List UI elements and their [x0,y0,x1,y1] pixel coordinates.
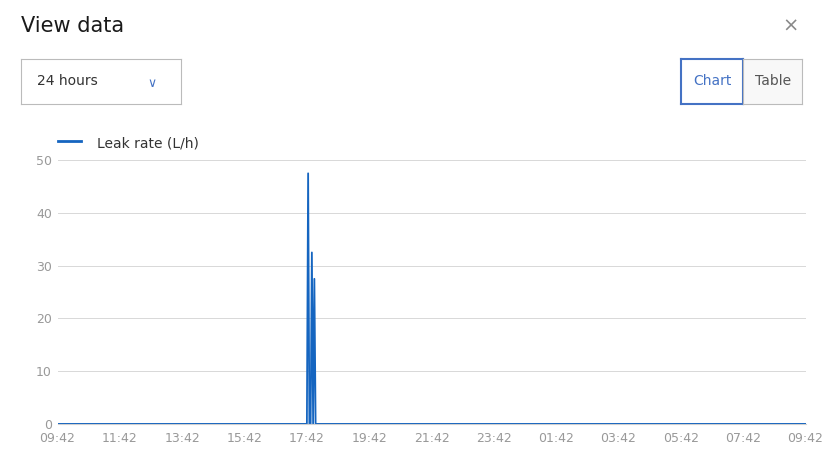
Text: ×: × [783,16,799,35]
Text: View data: View data [21,16,123,36]
Text: Chart: Chart [693,74,732,88]
Text: Leak rate (L/h): Leak rate (L/h) [97,137,199,151]
Text: 24 hours: 24 hours [37,74,97,88]
Text: Table: Table [755,74,791,88]
Text: ∨: ∨ [147,77,156,90]
